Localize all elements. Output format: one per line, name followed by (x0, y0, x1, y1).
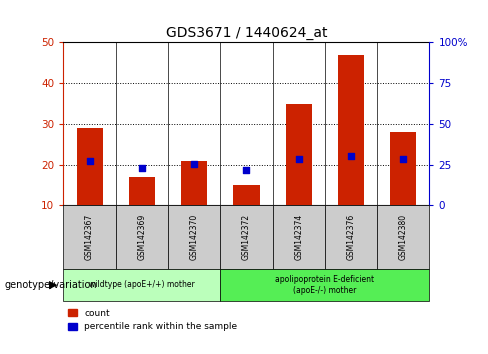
Bar (338, 55, 364, 205)
Text: wildtype (apoE+/+) mother: wildtype (apoE+/+) mother (89, 280, 195, 290)
Text: genotype/variation: genotype/variation (5, 280, 98, 290)
Text: apolipoprotein E-deficient
(apoE-/-) mother: apolipoprotein E-deficient (apoE-/-) mot… (275, 275, 374, 295)
Bar (285, 104, 312, 205)
Text: GSM142370: GSM142370 (190, 214, 199, 260)
Bar (233, 185, 260, 205)
Legend: count, percentile rank within the sample: count, percentile rank within the sample (68, 309, 237, 331)
Point (138, 165, 146, 171)
Point (295, 156, 303, 162)
Bar (181, 161, 207, 205)
Title: GDS3671 / 1440624_at: GDS3671 / 1440624_at (166, 26, 327, 40)
Point (399, 156, 407, 162)
Point (190, 161, 198, 167)
Point (347, 153, 355, 159)
Text: GSM142372: GSM142372 (242, 214, 251, 260)
Text: GSM142380: GSM142380 (399, 214, 408, 260)
Bar (77, 128, 102, 205)
Text: GSM142376: GSM142376 (346, 214, 356, 260)
Bar (390, 132, 416, 205)
Text: GSM142369: GSM142369 (137, 214, 146, 260)
Text: GSM142367: GSM142367 (85, 214, 94, 260)
Bar (129, 177, 155, 205)
Point (86, 159, 94, 164)
Text: GSM142374: GSM142374 (294, 214, 303, 260)
Point (243, 167, 250, 173)
Text: ▶: ▶ (49, 280, 58, 290)
